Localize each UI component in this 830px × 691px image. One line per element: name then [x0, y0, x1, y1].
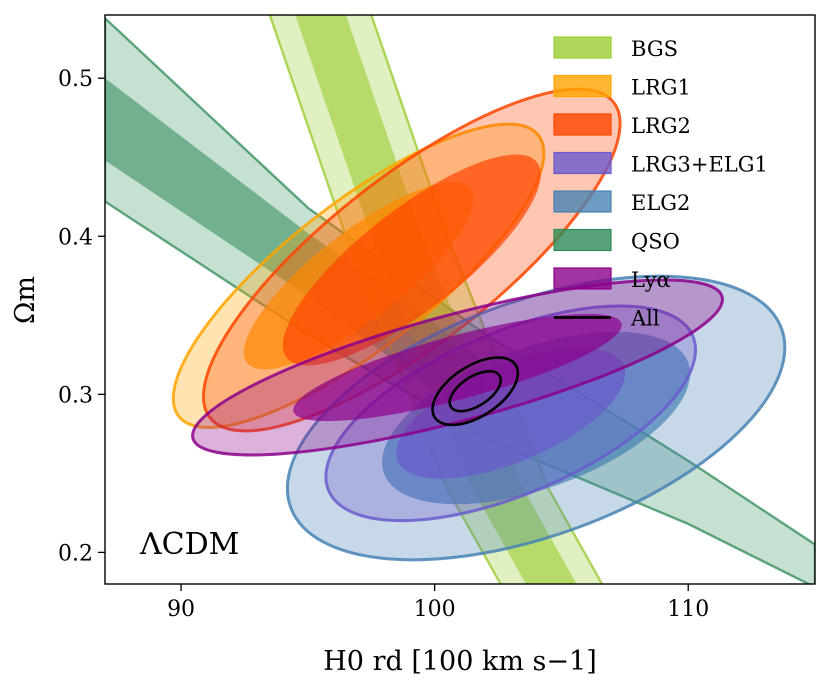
- x-axis-label: H0 rd [100 km s−1]: [323, 646, 596, 677]
- legend-item-all: All: [554, 307, 660, 331]
- lrg2-1sigma-contour: [282, 154, 541, 366]
- legend-item-qso-swatch: [553, 228, 612, 252]
- legend-item-lrg1-swatch: [553, 74, 612, 98]
- legend-item-ly-label: Lyα: [631, 268, 671, 292]
- legend-item-elg2: ELG2: [553, 190, 690, 215]
- y-tick-label: 0.4: [58, 225, 93, 250]
- legend-item-lrg2: LRG2: [553, 113, 691, 138]
- legend-item-lrg3-elg1: LRG3+ELG1: [553, 151, 768, 177]
- legend-item-lrg3-elg1-swatch: [553, 151, 612, 175]
- legend: BGS LRG1 LRG2 LRG3+ELG1 ELG2 QSO Lyα All: [553, 36, 768, 331]
- legend-item-bgs-label: BGS: [631, 37, 678, 61]
- lcdm-annotation: ΛCDM: [139, 527, 239, 562]
- legend-item-bgs-swatch: [553, 36, 612, 59]
- legend-item-ly: Lyα: [553, 267, 671, 292]
- axis-ticks: 90 100 110 0.2 0.3 0.4 0.5: [58, 67, 709, 622]
- axes-frame: [104, 14, 816, 585]
- legend-item-ly-swatch: [553, 267, 612, 290]
- legend-item-qso-label: QSO: [631, 230, 680, 254]
- lrg3-elg1-1sigma-contour: [396, 347, 626, 479]
- all-2sigma-contour: [431, 356, 520, 427]
- legend-item-elg2-label: ELG2: [631, 191, 690, 215]
- legend-item-bgs: BGS: [553, 36, 678, 61]
- legend-item-lrg2-swatch: [553, 113, 612, 136]
- plot-area: [105, 15, 815, 584]
- all-1sigma-contour: [448, 369, 503, 413]
- legend-item-lrg1: LRG1: [553, 74, 691, 100]
- y-tick-label: 0.3: [58, 383, 93, 408]
- legend-item-lrg3-elg1-label: LRG3+ELG1: [631, 153, 768, 177]
- y-tick-label: 0.2: [58, 541, 93, 566]
- x-tick-label: 90: [167, 597, 195, 622]
- legend-item-lrg1-label: LRG1: [631, 76, 691, 100]
- legend-item-all-label: All: [630, 307, 660, 331]
- ly-1sigma-contour: [293, 313, 622, 422]
- x-tick-label: 110: [667, 597, 709, 622]
- y-axis-label: Ωm: [10, 276, 41, 324]
- x-tick-label: 100: [414, 597, 456, 622]
- legend-item-elg2-swatch: [553, 190, 612, 213]
- ly-contours: [191, 278, 724, 457]
- all-contours: [431, 356, 520, 427]
- legend-item-qso: QSO: [553, 228, 680, 254]
- lrg2-contours: [202, 87, 622, 433]
- y-tick-label: 0.5: [58, 67, 93, 92]
- legend-item-lrg2-label: LRG2: [631, 114, 691, 138]
